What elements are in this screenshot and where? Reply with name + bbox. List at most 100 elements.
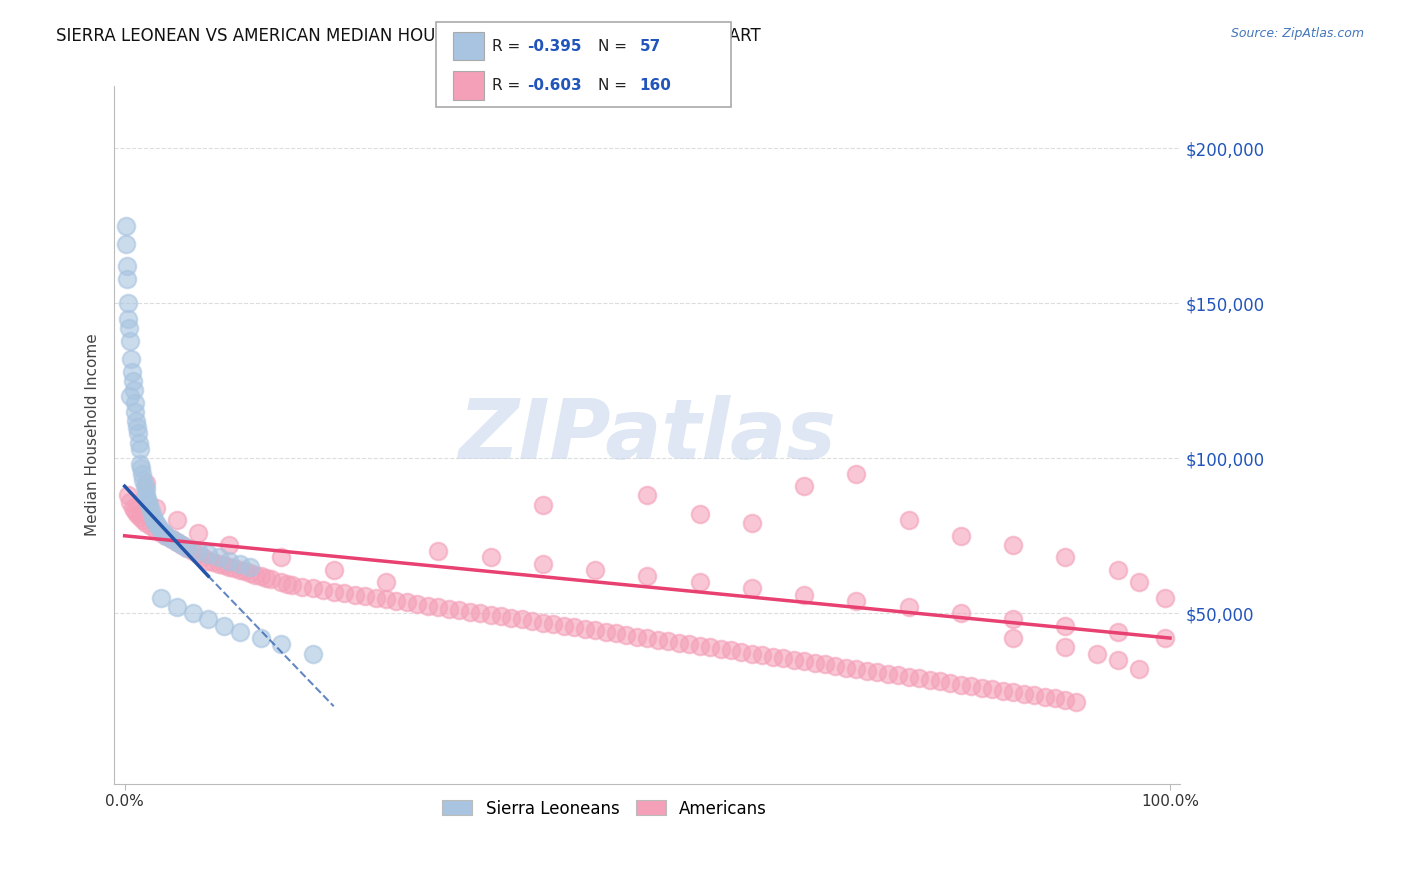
Point [1107,563,1129,577]
Point [142,510,165,524]
Point [117,311,139,326]
Point [908,671,931,685]
Point [522,614,544,628]
Point [583,563,606,577]
Point [343,588,366,602]
Point [501,611,523,625]
Point [897,670,920,684]
Point [228,624,250,639]
Point [145,523,167,537]
Point [531,557,554,571]
Point [395,595,418,609]
Point [427,600,450,615]
Point [270,575,292,590]
Point [1002,631,1025,645]
Point [1128,662,1150,676]
Text: N =: N = [598,38,631,54]
Point [127,507,149,521]
Point [626,630,648,644]
Point [312,582,335,597]
Point [270,550,292,565]
Point [187,547,209,561]
Point [218,538,240,552]
Point [751,648,773,662]
Point [489,609,512,624]
Point [605,626,627,640]
Point [949,607,972,621]
Point [172,538,194,552]
Point [949,677,972,691]
Point [918,673,941,687]
Point [981,682,1004,697]
Point [1002,685,1025,699]
Point [118,494,141,508]
Point [197,553,219,567]
Point [595,624,617,639]
Point [166,535,188,549]
Point [1054,693,1077,707]
Point [1085,647,1108,661]
Point [122,374,145,388]
Point [118,389,141,403]
Point [139,504,162,518]
Point [117,271,139,285]
Point [856,664,879,678]
Point [249,631,271,645]
Point [281,578,304,592]
Point [208,557,231,571]
Point [929,674,952,689]
Point [449,603,471,617]
Point [128,435,150,450]
Point [176,541,198,556]
Text: N =: N = [598,78,631,94]
Point [835,660,858,674]
Point [291,580,314,594]
Point [970,681,993,695]
Point [155,529,177,543]
Point [150,591,173,605]
Point [960,679,983,693]
Point [233,565,256,579]
Point [181,607,204,621]
Point [636,569,658,583]
Point [824,659,846,673]
Point [212,618,235,632]
Point [228,557,250,571]
Point [150,525,173,540]
Point [125,414,148,428]
Point [876,666,898,681]
Point [124,405,146,419]
Point [772,651,794,665]
Point [897,600,920,615]
Point [793,479,815,493]
Point [1054,550,1077,565]
Point [191,550,214,565]
Point [120,352,142,367]
Point [375,592,398,607]
Point [160,532,183,546]
Point [239,559,262,574]
Point [479,607,502,622]
Point [479,550,502,565]
Point [322,563,344,577]
Point [793,654,815,668]
Point [845,594,868,608]
Point [129,458,152,472]
Point [134,479,156,493]
Point [866,665,889,680]
Point [301,647,323,661]
Point [375,575,398,590]
Point [270,637,292,651]
Point [689,639,711,653]
Point [153,525,176,540]
Point [845,467,868,481]
Point [678,637,700,651]
Point [531,498,554,512]
Point [181,544,204,558]
Text: 57: 57 [640,38,661,54]
Point [197,547,219,561]
Point [224,561,246,575]
Point [121,364,143,378]
Point [1002,538,1025,552]
Point [135,491,157,506]
